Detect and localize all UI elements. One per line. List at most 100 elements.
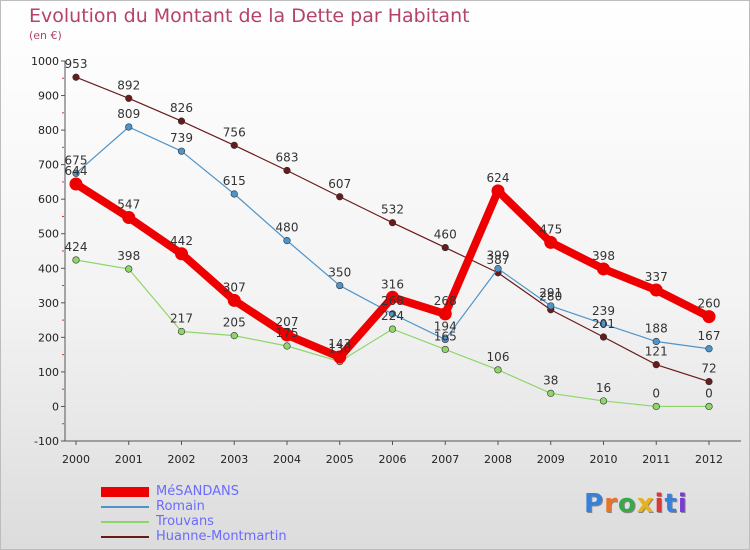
- data-point: [652, 361, 660, 369]
- data-label: 106: [487, 350, 510, 364]
- x-tick-label: 2009: [537, 453, 565, 466]
- data-label: 387: [487, 253, 510, 267]
- data-point: [280, 328, 294, 342]
- data-point: [599, 333, 608, 341]
- data-label: 547: [117, 197, 140, 211]
- data-label: 268: [434, 294, 457, 308]
- data-point: [388, 310, 397, 318]
- y-tick-label: 900: [38, 90, 59, 103]
- data-point: [386, 290, 399, 304]
- y-tick-label: 0: [52, 400, 59, 413]
- data-label: 38: [543, 373, 558, 387]
- legend-swatch: [101, 521, 149, 523]
- data-label: 892: [117, 78, 140, 92]
- data-point: [652, 337, 660, 346]
- data-label: 165: [434, 329, 457, 343]
- data-point: [388, 219, 397, 227]
- data-label: 121: [645, 345, 668, 359]
- data-label: 532: [381, 203, 404, 217]
- data-point: [177, 327, 186, 336]
- data-label: 194: [434, 319, 457, 333]
- chart-title: Evolution du Montant de la Dette par Hab…: [29, 5, 470, 27]
- x-tick-label: 2005: [326, 453, 354, 466]
- data-point: [494, 366, 502, 374]
- data-label: 205: [223, 316, 246, 330]
- x-tick-label: 2012: [695, 453, 723, 466]
- data-label: 0: [652, 386, 660, 400]
- data-label: 826: [170, 101, 193, 115]
- data-label: 16: [596, 381, 611, 395]
- data-label: 739: [170, 131, 193, 145]
- x-tick-label: 2003: [220, 453, 248, 466]
- proxiti-logo: Proxiti: [584, 489, 688, 519]
- data-point: [125, 123, 133, 131]
- data-label: 644: [65, 164, 88, 178]
- chart-unit: (en €): [29, 29, 62, 42]
- data-point: [336, 281, 344, 290]
- data-point: [230, 141, 238, 149]
- data-label: 607: [328, 177, 351, 191]
- legend-swatch: [101, 506, 149, 508]
- data-point: [227, 293, 241, 307]
- data-point: [599, 320, 608, 328]
- data-label: 350: [328, 266, 351, 280]
- data-label: 188: [645, 322, 668, 336]
- data-label: 475: [539, 222, 562, 236]
- data-point: [441, 243, 449, 252]
- data-label: 239: [592, 304, 615, 318]
- data-point: [705, 345, 713, 353]
- data-label: 130: [328, 342, 351, 356]
- x-tick-label: 2001: [115, 453, 143, 466]
- data-point: [336, 193, 344, 201]
- data-point: [125, 265, 133, 273]
- data-label: 953: [65, 57, 88, 71]
- data-point: [597, 262, 610, 276]
- x-tick-label: 2008: [484, 453, 512, 466]
- data-point: [177, 147, 186, 155]
- data-point: [122, 210, 136, 224]
- data-label: 201: [592, 317, 615, 331]
- data-label: 442: [170, 234, 193, 248]
- data-label: 291: [539, 286, 562, 300]
- data-label: 460: [434, 228, 457, 242]
- x-tick-label: 2000: [62, 453, 90, 466]
- data-point: [388, 325, 397, 333]
- y-tick-label: -100: [34, 435, 59, 448]
- data-label: 480: [276, 221, 299, 235]
- y-tick-label: 500: [38, 228, 59, 241]
- data-point: [649, 283, 663, 297]
- data-label: 316: [381, 277, 404, 291]
- data-point: [494, 265, 502, 273]
- data-label: 683: [276, 151, 299, 165]
- data-point: [438, 307, 452, 321]
- x-tick-label: 2011: [642, 453, 670, 466]
- x-tick-label: 2004: [273, 453, 301, 466]
- data-label: 167: [698, 329, 721, 343]
- data-label: 675: [65, 153, 88, 167]
- data-label: 217: [170, 311, 193, 325]
- data-point: [72, 256, 80, 264]
- y-tick-label: 200: [38, 331, 59, 344]
- x-tick-label: 2007: [431, 453, 459, 466]
- data-label: 809: [117, 107, 140, 121]
- line-chart: -100010020030040050060070080090010002000…: [31, 55, 741, 466]
- y-tick-label: 100: [38, 366, 59, 379]
- data-point: [491, 184, 505, 198]
- data-label: 175: [276, 326, 299, 340]
- y-tick-label: 800: [38, 124, 59, 137]
- y-tick-label: 1000: [31, 55, 59, 68]
- legend-swatch: [101, 487, 149, 497]
- data-point: [333, 350, 347, 364]
- data-label: 399: [487, 249, 510, 263]
- data-point: [705, 377, 713, 386]
- data-label: 224: [381, 309, 404, 323]
- data-point: [72, 169, 80, 177]
- legend-label: MéSANDANS: [156, 484, 239, 499]
- data-label: 307: [223, 280, 246, 294]
- data-point: [705, 402, 713, 411]
- data-label: 398: [117, 249, 140, 263]
- data-label: 207: [276, 315, 299, 329]
- data-label: 624: [487, 171, 510, 185]
- y-tick-label: 300: [38, 297, 59, 310]
